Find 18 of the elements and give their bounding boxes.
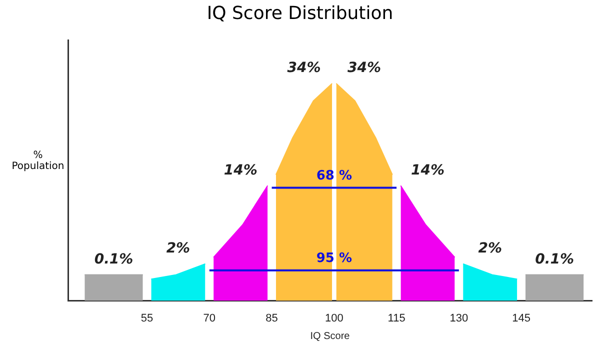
x-tick-label: 85 [266, 312, 278, 324]
series-label: 0.1% [94, 251, 134, 268]
series-label: 2% [478, 240, 502, 256]
chart-title: IQ Score Distribution [206, 2, 394, 26]
x-axis-title: IQ Score [310, 330, 350, 342]
x-tick-label: 130 [450, 312, 468, 324]
series-label: 34% [348, 60, 382, 76]
series-label: 34% [287, 60, 321, 76]
series-label: 2% [166, 240, 190, 256]
series-label: 14% [410, 162, 444, 178]
series-label: 14% [224, 162, 258, 178]
series-label: 0.1% [535, 251, 574, 268]
x-tick-label: 115 [388, 312, 406, 324]
y-axis-title: % Population [10, 150, 66, 172]
x-tick-label: 145 [512, 312, 530, 324]
x-tick-label: 55 [140, 312, 154, 324]
x-tick-label: 70 [203, 312, 216, 324]
x-tick-label: 100 [324, 312, 344, 324]
